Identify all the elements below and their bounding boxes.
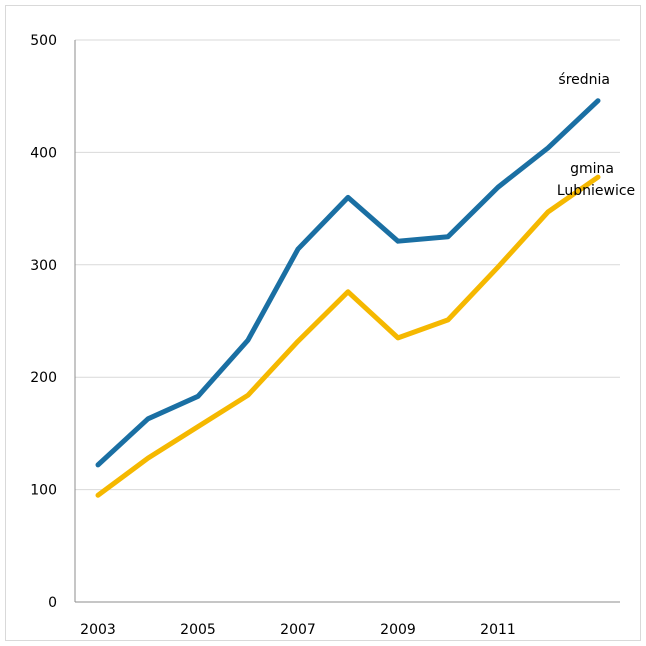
y-tick-label: 100: [30, 483, 57, 499]
x-tick-label: 2009: [380, 622, 416, 638]
chart-frame: [5, 5, 641, 641]
y-tick-label: 500: [30, 33, 57, 49]
series-label-gmina-line1: gmina: [570, 161, 614, 177]
series-line-0: [95, 98, 601, 468]
x-axis-ticks: 2003 2005 2007 2009 2011: [80, 622, 516, 638]
y-tick-label: 0: [48, 595, 57, 611]
x-tick-label: 2005: [180, 622, 216, 638]
y-tick-label: 300: [30, 258, 57, 274]
series-line-1: [95, 174, 601, 498]
series-label-gmina-line2: Lubniewice: [557, 183, 635, 199]
y-tick-label: 400: [30, 145, 57, 161]
gridlines: [75, 39, 620, 491]
x-tick-label: 2003: [80, 622, 116, 638]
series-label-srednia: średnia: [558, 72, 610, 88]
axes: [74, 40, 620, 603]
series-labels: średnia gmina Lubniewice: [557, 72, 635, 199]
y-axis-ticks: 0 100 200 300 400 500: [30, 33, 57, 611]
x-tick-label: 2011: [480, 622, 516, 638]
series-lines: [95, 98, 601, 498]
y-tick-label: 200: [30, 370, 57, 386]
x-tick-label: 2007: [280, 622, 316, 638]
